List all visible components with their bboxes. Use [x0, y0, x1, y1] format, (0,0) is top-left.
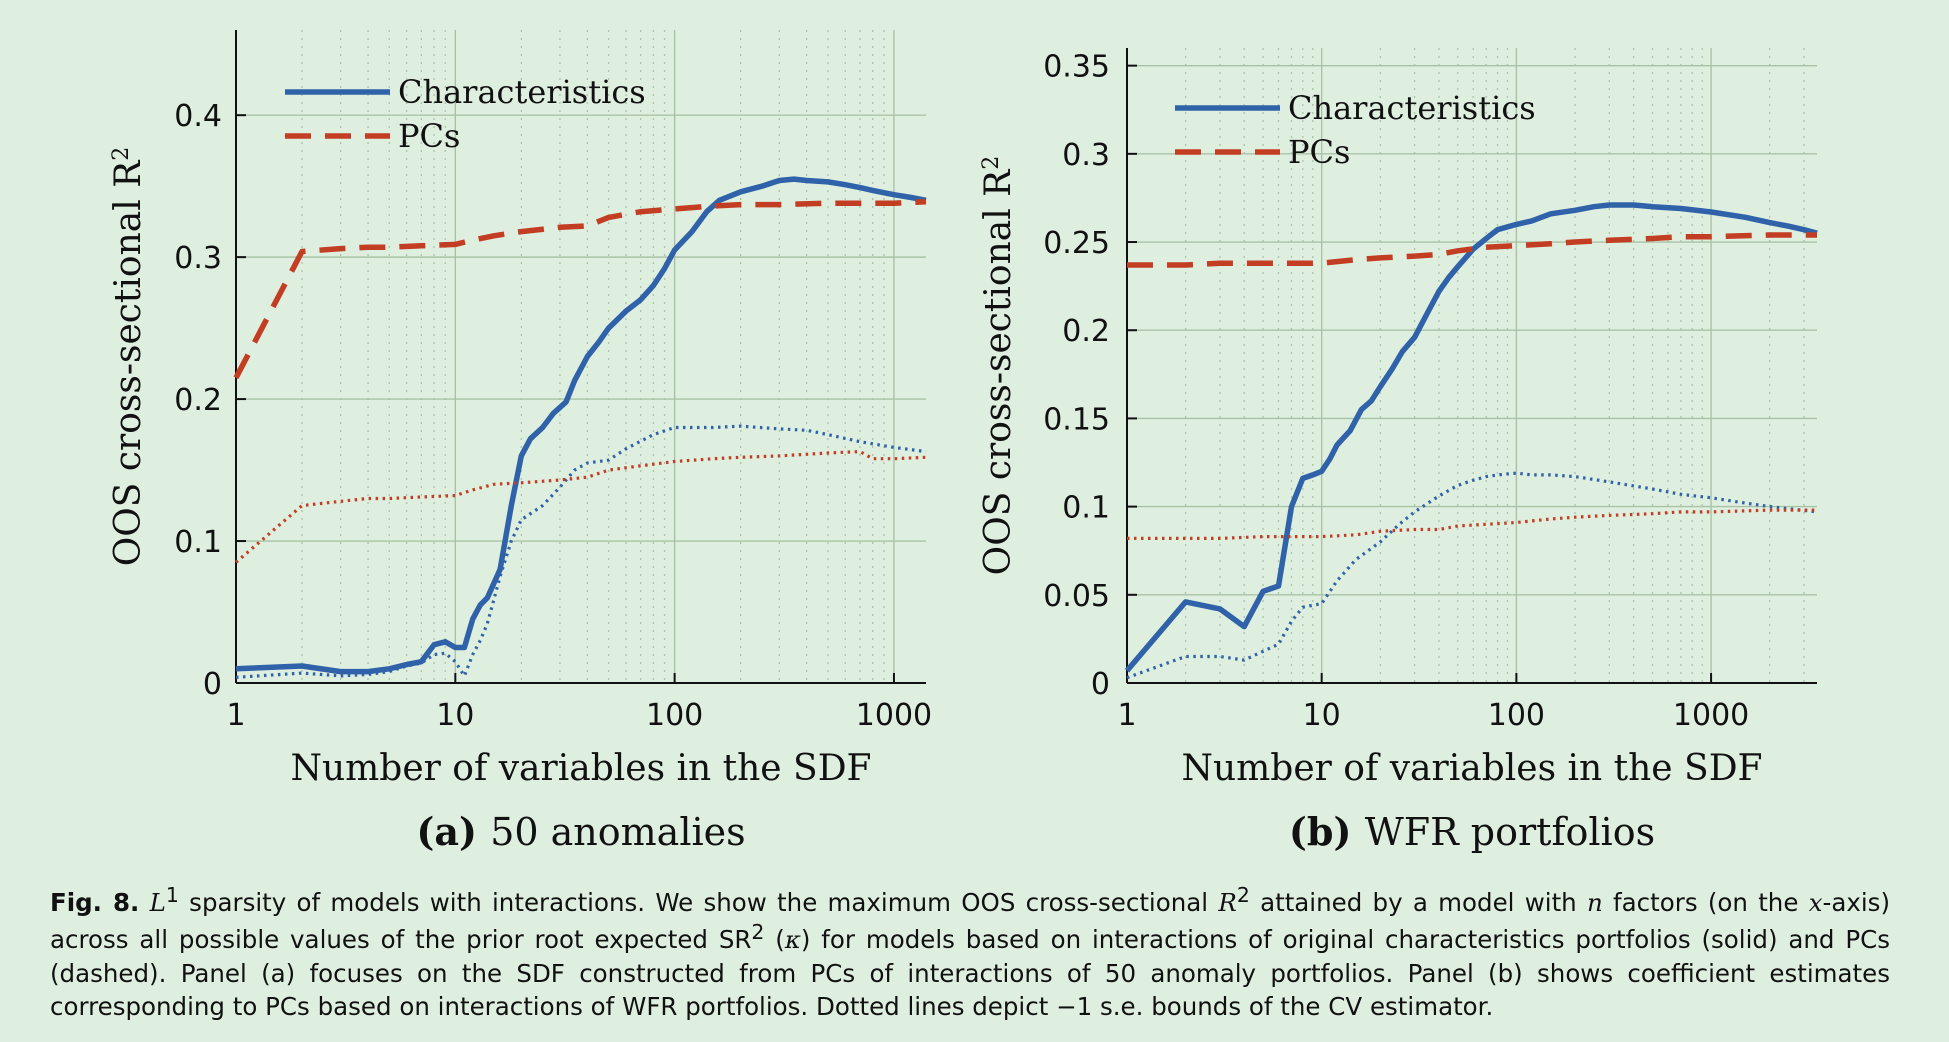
legend-label-pcs: PCs — [1288, 133, 1350, 171]
series-line-dotted-characteristics — [235, 424, 927, 679]
y-tick-label: 0.1 — [1062, 491, 1110, 526]
caption-text: n — [1586, 888, 1603, 918]
legend-label-characteristics: Characteristics — [398, 73, 646, 111]
panel-caption: (a) 50 anomalies — [416, 809, 745, 854]
caption-text: factors (on the — [1602, 888, 1809, 918]
x-tick-label: 1000 — [856, 698, 932, 733]
figure-label: Fig. 8. — [50, 888, 140, 918]
x-tick-label: 100 — [1488, 698, 1545, 733]
x-tick-label: 10 — [1303, 698, 1341, 733]
y-axis-title-text: OOS cross-sectional R — [108, 160, 149, 566]
caption-text: attained by a model with — [1249, 888, 1587, 918]
caption-text: ( — [764, 925, 785, 955]
caption-text: 1 — [165, 883, 179, 907]
series-line-solid-characteristics — [1124, 202, 1818, 673]
y-tick-label: 0 — [203, 667, 222, 702]
series-line-dotted-pcs — [1127, 508, 1817, 541]
x-tick-label: 10 — [436, 698, 474, 733]
caption-text: sparsity of models with interactions. We… — [178, 888, 1219, 918]
series-line-dashed-pcs — [233, 199, 927, 380]
y-tick-label: 0.4 — [174, 99, 222, 134]
y-tick-label: 0.2 — [1062, 314, 1110, 349]
x-tick-label: 1 — [1117, 698, 1136, 733]
y-axis-title-text: OOS cross-sectional R — [978, 169, 1019, 575]
panel-caption-title: 50 anomalies — [490, 810, 745, 854]
y-tick-label: 0 — [1091, 667, 1110, 702]
y-axis-title-superscript: 2 — [109, 147, 134, 161]
x-axis-title: Number of variables in the SDF — [1181, 748, 1762, 789]
series-line-dashed-pcs — [1127, 232, 1817, 268]
y-axis-title: OOS cross-sectional R2 — [978, 156, 1019, 576]
x-tick-label: 1000 — [1673, 698, 1749, 733]
chart-panel-b: 0 0.05 0.1 0.15 0.2 0.25 0.3 0.35 1 10 100 1000 Numb… — [978, 48, 1818, 854]
legend-label-characteristics: Characteristics — [1288, 89, 1536, 127]
y-tick-label: 0.35 — [1043, 50, 1110, 85]
x-tick-label: 100 — [646, 698, 703, 733]
y-tick-label: 0.3 — [1062, 138, 1110, 173]
panel-caption: (b) WFR portfolios — [1289, 809, 1655, 854]
chart-panel-a: 0 0.1 0.2 0.3 0.4 1 10 100 1000 Number of variabl… — [108, 30, 932, 854]
y-tick-label: 0.2 — [174, 383, 222, 418]
caption-text: 2 — [1236, 883, 1250, 907]
caption-text: L — [149, 888, 166, 918]
caption-text: 2 — [751, 920, 765, 945]
y-axis-title: OOS cross-sectional R2 — [108, 147, 149, 567]
x-tick-label: 1 — [226, 698, 245, 733]
y-tick-label: 0.1 — [174, 525, 222, 560]
y-tick-label: 0.05 — [1043, 579, 1110, 614]
caption-text: ) for models based on interactions of or… — [50, 925, 1890, 1022]
caption-text: -axis) across all possible values of the… — [50, 888, 1890, 955]
y-axis-title-superscript: 2 — [979, 156, 1004, 170]
panel-caption-label: (b) — [1289, 809, 1365, 854]
caption-text: x — [1808, 888, 1823, 918]
caption-text: κ — [784, 925, 801, 955]
legend-label-pcs: PCs — [398, 117, 460, 155]
panel-caption-label: (a) — [416, 809, 490, 854]
y-tick-label: 0.25 — [1043, 226, 1110, 261]
y-tick-label: 0.15 — [1043, 402, 1110, 437]
caption-text: R — [1218, 888, 1237, 918]
figure-caption: Fig. 8. L1 sparsity of models with inter… — [50, 882, 1890, 1024]
panel-caption-title: WFR portfolios — [1365, 810, 1655, 854]
series-line-solid-characteristics — [235, 176, 927, 675]
series-line-dotted-characteristics — [1126, 471, 1818, 680]
y-tick-label: 0.3 — [174, 241, 222, 276]
x-axis-title: Number of variables in the SDF — [290, 748, 871, 789]
